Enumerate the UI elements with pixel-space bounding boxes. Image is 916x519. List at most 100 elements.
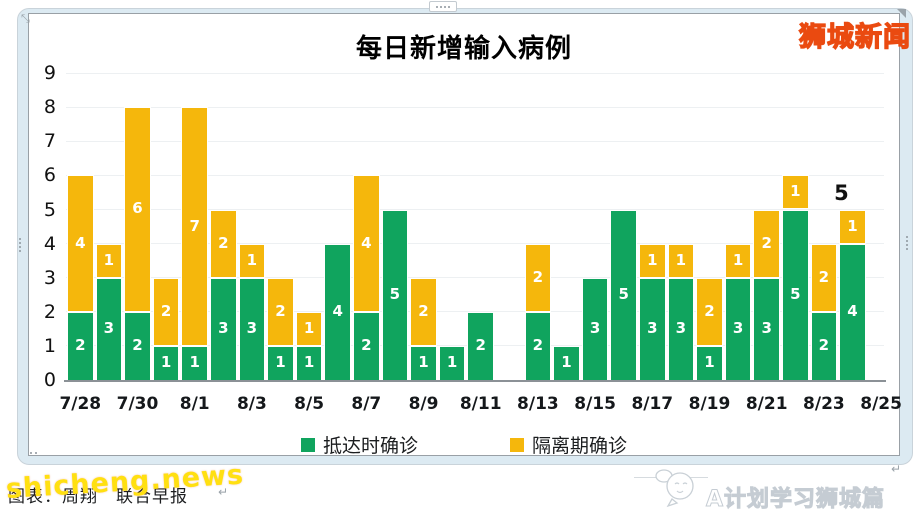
chart-legend: 抵达时确诊 隔离期确诊 [28,431,900,458]
x-tick-8/15: 8/15 [574,394,616,414]
bar-8/23-quarantine: 2 [810,243,838,312]
x-tick-8/1: 8/1 [179,394,210,414]
corner-dots-icon[interactable] [30,452,37,454]
bar-value-label: 3 [761,319,772,338]
bar-value-label: 1 [847,216,858,235]
bar-8/18-quarantine: 1 [667,243,695,278]
bar-8/8-arrival: 5 [381,209,409,380]
bar-value-label: 3 [218,319,229,338]
bar-value-label: 2 [818,267,830,286]
bar-value-label: 2 [761,233,772,252]
gridline [66,107,884,108]
bar-8/5-arrival: 1 [295,345,323,380]
gridline [66,311,884,312]
chart-title: 每日新增输入病例 [355,34,572,64]
bar-value-label: 5 [790,285,801,304]
bar-8/2-quarantine: 2 [209,209,237,278]
legend-swatch-yellow [510,437,524,452]
bar-8/18-arrival: 3 [667,277,695,380]
y-tick-label: 4 [43,232,56,255]
y-tick-label: 3 [43,266,56,289]
x-tick-7/30: 7/30 [116,394,159,414]
bar-8/10-arrival: 1 [438,345,466,380]
x-tick-8/17: 8/17 [631,394,674,414]
bar-8/3-quarantine: 1 [238,243,266,278]
gridline [66,141,884,142]
legend-swatch-green [300,437,315,452]
bar-value-label: 4 [361,233,372,252]
selection-handle-left-icon[interactable] [16,232,24,258]
bar-7/29-quarantine: 1 [95,243,123,278]
y-tick-label: 9 [43,62,56,85]
bar-8/9-quarantine: 2 [410,277,437,346]
bar-8/1-quarantine: 7 [181,107,209,346]
bar-value-label: 3 [103,319,115,338]
bar-7/30-quarantine: 6 [124,107,151,312]
bar-8/15-arrival: 3 [581,277,609,380]
gridline [66,277,884,278]
y-tick-label: 7 [43,130,56,153]
corner-resize-icon[interactable]: ⤡ [21,12,30,25]
bar-value-label: 1 [418,353,429,372]
bar-value-label: 1 [303,353,315,372]
y-tick-label: 8 [43,96,56,119]
bar-value-label: 1 [704,353,715,372]
bar-value-label: 4 [847,302,858,321]
bar-value-label: 1 [647,250,658,269]
caption-partially-obscured: 图表：周翔 联合早报 [8,487,188,506]
x-tick-7/28: 7/28 [59,394,102,414]
y-tick-label: 2 [43,300,56,323]
return-mark-icon: ↵ [891,462,902,476]
bar-value-label: 2 [218,233,229,252]
bar-value-label: 1 [732,250,744,269]
bar-8/11-arrival: 2 [467,311,495,380]
bar-value-label: 2 [475,336,486,355]
bar-value-label: 1 [303,318,315,337]
mascot-icon [650,466,708,514]
x-tick-8/3: 8/3 [236,394,267,414]
bar-value-label: 1 [561,353,572,372]
return-mark-icon: ↵ [218,485,229,499]
bar-value-label: 2 [418,301,429,320]
corner-handle-icon[interactable] [897,9,906,18]
watermark-a-plan: A计划学习狮城篇 [705,487,886,513]
bar-8/21-arrival: 3 [753,277,781,380]
bar-8/5-quarantine: 1 [295,311,323,346]
bar-value-label: 3 [675,319,687,338]
legend-item-quarantine: 隔离期确诊 [510,431,627,458]
bar-7/31-arrival: 1 [152,345,180,380]
x-tick-8/9: 8/9 [408,394,439,414]
bar-value-label: 2 [160,301,172,320]
total-annotation: 5 [834,180,849,205]
x-tick-8/25: 8/25 [860,394,902,414]
y-tick-label: 6 [43,164,56,187]
bar-value-label: 4 [75,233,86,252]
bar-8/21-quarantine: 2 [753,209,781,278]
bar-8/20-quarantine: 1 [724,243,752,278]
bar-7/28-arrival: 2 [66,311,94,380]
bar-value-label: 1 [189,353,200,372]
bar-8/13-arrival: 2 [524,311,552,380]
bar-value-label: 1 [103,250,115,269]
x-tick-8/19: 8/19 [688,394,731,414]
selection-handle-right-icon[interactable] [903,230,911,256]
y-tick-label: 0 [43,369,56,391]
bar-8/17-quarantine: 1 [638,243,666,278]
bar-8/20-arrival: 3 [724,277,752,380]
gridline [66,209,884,210]
bar-value-label: 3 [732,319,744,338]
bar-value-label: 3 [647,319,658,338]
bar-value-label: 2 [132,336,143,355]
bar-7/28-quarantine: 4 [66,175,94,312]
y-tick-label: 1 [43,334,56,357]
selection-handle-top-icon[interactable] [429,1,457,12]
bar-value-label: 2 [532,336,544,355]
bar-8/22-arrival: 5 [781,209,809,380]
bar-8/24-quarantine: 1 [839,209,866,244]
bar-8/16-arrival: 5 [610,209,638,380]
bar-value-label: 2 [75,336,86,355]
bar-8/1-arrival: 1 [181,345,209,380]
bar-value-label: 3 [246,319,258,338]
bar-value-label: 2 [275,301,286,320]
bar-8/19-quarantine: 2 [696,277,723,346]
